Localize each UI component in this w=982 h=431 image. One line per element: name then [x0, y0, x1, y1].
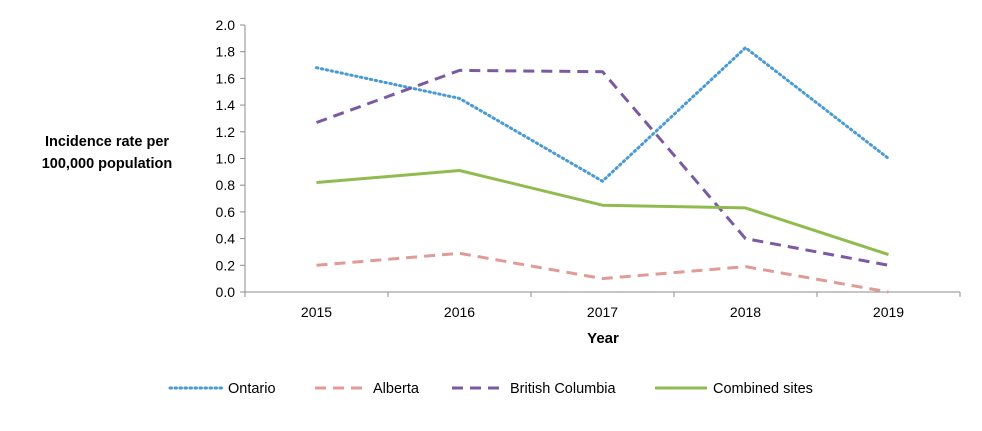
- y-tick-label: 1.8: [216, 44, 236, 60]
- legend-label-british-columbia: British Columbia: [510, 381, 616, 397]
- x-tick-label: 2015: [301, 304, 332, 320]
- legend-label-alberta: Alberta: [373, 381, 420, 397]
- series-line-alberta: [316, 251, 889, 294]
- y-tick-label: 1.4: [216, 97, 236, 113]
- legend: Ontario Alberta British Columbia Combined s…: [168, 381, 813, 397]
- y-tick-label: 1.0: [216, 151, 236, 167]
- y-tick-label: 2.0: [216, 17, 236, 33]
- y-tick-label: 0.8: [216, 177, 236, 193]
- x-axis-title: Year: [587, 330, 619, 347]
- y-tick-label: 0.2: [216, 257, 236, 273]
- x-ticks: 2015 2016 2017 2018 2019: [244, 292, 961, 320]
- x-tick-label: 2016: [444, 304, 475, 320]
- y-axis-title-line-2: 100,000 population: [42, 156, 173, 172]
- y-tick-label: 0.4: [216, 231, 236, 247]
- series-line-british-columbia: [315, 68, 889, 267]
- y-ticks: 0.0 0.2 0.4 0.6 0.8 1.0 1.2 1.4 1.6 1.8 2.0: [216, 17, 245, 300]
- x-tick-label: 2017: [587, 304, 618, 320]
- series-lines: [315, 46, 890, 294]
- y-tick-label: 0.6: [216, 204, 236, 220]
- series-line-ontario: [315, 46, 890, 183]
- legend-label-ontario: Ontario: [228, 381, 276, 397]
- y-axis-title-line-1: Incidence rate per: [45, 134, 169, 150]
- y-axis-title: Incidence rate per 100,000 population: [42, 134, 173, 172]
- y-tick-label: 1.6: [216, 70, 236, 86]
- x-tick-label: 2019: [873, 304, 904, 320]
- y-tick-label: 1.2: [216, 124, 236, 140]
- y-tick-label: 0.0: [216, 284, 236, 300]
- legend-label-combined-sites: Combined sites: [713, 381, 813, 397]
- x-tick-label: 2018: [730, 304, 761, 320]
- series-line-combined-sites: [316, 169, 889, 257]
